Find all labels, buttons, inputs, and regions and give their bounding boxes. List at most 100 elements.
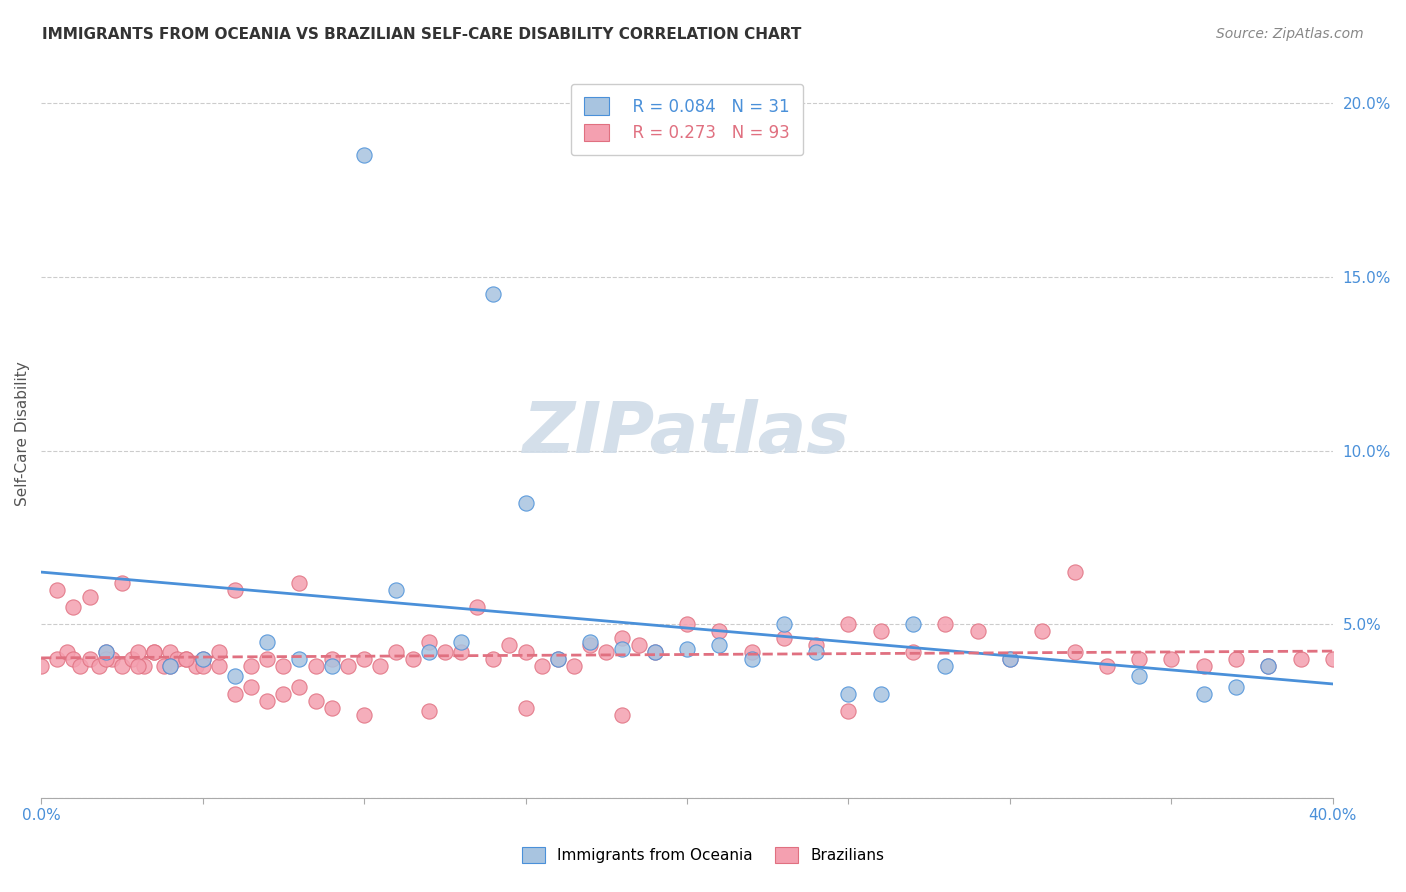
Legend:   R = 0.084   N = 31,   R = 0.273   N = 93: R = 0.084 N = 31, R = 0.273 N = 93 <box>571 84 803 155</box>
Immigrants from Oceania <box>94 645 117 659</box>
Immigrants from Oceania <box>288 652 311 666</box>
Brazilians <box>321 700 343 714</box>
Brazilians <box>159 645 181 659</box>
Y-axis label: Self-Care Disability: Self-Care Disability <box>15 361 30 506</box>
Brazilians <box>401 652 423 666</box>
Brazilians <box>336 659 359 673</box>
Brazilians <box>176 652 198 666</box>
Brazilians <box>385 645 408 659</box>
Brazilians <box>30 659 52 673</box>
Brazilians <box>304 694 326 708</box>
Immigrants from Oceania <box>644 645 666 659</box>
Brazilians <box>612 707 634 722</box>
Brazilians <box>208 645 231 659</box>
Brazilians <box>134 659 156 673</box>
Brazilians <box>240 659 263 673</box>
Brazilians <box>1031 624 1053 639</box>
Brazilians <box>143 645 166 659</box>
Brazilians <box>1192 659 1215 673</box>
Brazilians <box>482 652 505 666</box>
Brazilians <box>111 575 134 590</box>
Immigrants from Oceania <box>224 669 246 683</box>
Brazilians <box>111 659 134 673</box>
Brazilians <box>579 638 602 652</box>
Brazilians <box>353 652 375 666</box>
Brazilians <box>304 659 326 673</box>
Immigrants from Oceania <box>869 687 891 701</box>
Brazilians <box>191 659 214 673</box>
Immigrants from Oceania <box>934 659 956 673</box>
Immigrants from Oceania <box>579 634 602 648</box>
Text: IMMIGRANTS FROM OCEANIA VS BRAZILIAN SELF-CARE DISABILITY CORRELATION CHART: IMMIGRANTS FROM OCEANIA VS BRAZILIAN SEL… <box>42 27 801 42</box>
Brazilians <box>191 652 214 666</box>
Brazilians <box>62 652 84 666</box>
Immigrants from Oceania <box>418 645 440 659</box>
Brazilians <box>368 659 391 673</box>
Brazilians <box>94 645 117 659</box>
Brazilians <box>1289 652 1312 666</box>
Immigrants from Oceania <box>1192 687 1215 701</box>
Brazilians <box>89 659 111 673</box>
Brazilians <box>321 652 343 666</box>
Brazilians <box>62 599 84 614</box>
Brazilians <box>644 645 666 659</box>
Immigrants from Oceania <box>547 652 569 666</box>
Brazilians <box>1160 652 1182 666</box>
Brazilians <box>208 659 231 673</box>
Brazilians <box>121 652 143 666</box>
Brazilians <box>184 659 207 673</box>
Immigrants from Oceania <box>806 645 828 659</box>
Brazilians <box>101 652 124 666</box>
Brazilians <box>224 687 246 701</box>
Brazilians <box>79 652 101 666</box>
Brazilians <box>273 687 295 701</box>
Brazilians <box>837 617 859 632</box>
Brazilians <box>1063 566 1085 580</box>
Brazilians <box>288 575 311 590</box>
Brazilians <box>806 638 828 652</box>
Immigrants from Oceania <box>837 687 859 701</box>
Brazilians <box>69 659 91 673</box>
Brazilians <box>1128 652 1150 666</box>
Immigrants from Oceania <box>450 634 472 648</box>
Brazilians <box>127 645 149 659</box>
Brazilians <box>46 652 69 666</box>
Brazilians <box>288 680 311 694</box>
Immigrants from Oceania <box>1225 680 1247 694</box>
Brazilians <box>515 700 537 714</box>
Brazilians <box>1095 659 1118 673</box>
Brazilians <box>256 694 278 708</box>
Brazilians <box>773 632 796 646</box>
Brazilians <box>127 659 149 673</box>
Brazilians <box>934 617 956 632</box>
Brazilians <box>612 632 634 646</box>
Brazilians <box>595 645 617 659</box>
Brazilians <box>627 638 650 652</box>
Text: Source: ZipAtlas.com: Source: ZipAtlas.com <box>1216 27 1364 41</box>
Brazilians <box>901 645 924 659</box>
Immigrants from Oceania <box>482 287 505 301</box>
Brazilians <box>709 624 731 639</box>
Immigrants from Oceania <box>773 617 796 632</box>
Immigrants from Oceania <box>191 652 214 666</box>
Immigrants from Oceania <box>998 652 1021 666</box>
Brazilians <box>153 659 176 673</box>
Brazilians <box>1257 659 1279 673</box>
Immigrants from Oceania <box>901 617 924 632</box>
Brazilians <box>547 652 569 666</box>
Immigrants from Oceania <box>676 641 699 656</box>
Brazilians <box>256 652 278 666</box>
Brazilians <box>273 659 295 673</box>
Brazilians <box>79 590 101 604</box>
Immigrants from Oceania <box>385 582 408 597</box>
Brazilians <box>176 652 198 666</box>
Immigrants from Oceania <box>709 638 731 652</box>
Brazilians <box>94 652 117 666</box>
Brazilians <box>353 707 375 722</box>
Brazilians <box>465 599 488 614</box>
Brazilians <box>224 582 246 597</box>
Brazilians <box>450 645 472 659</box>
Brazilians <box>837 704 859 718</box>
Immigrants from Oceania <box>612 641 634 656</box>
Brazilians <box>998 652 1021 666</box>
